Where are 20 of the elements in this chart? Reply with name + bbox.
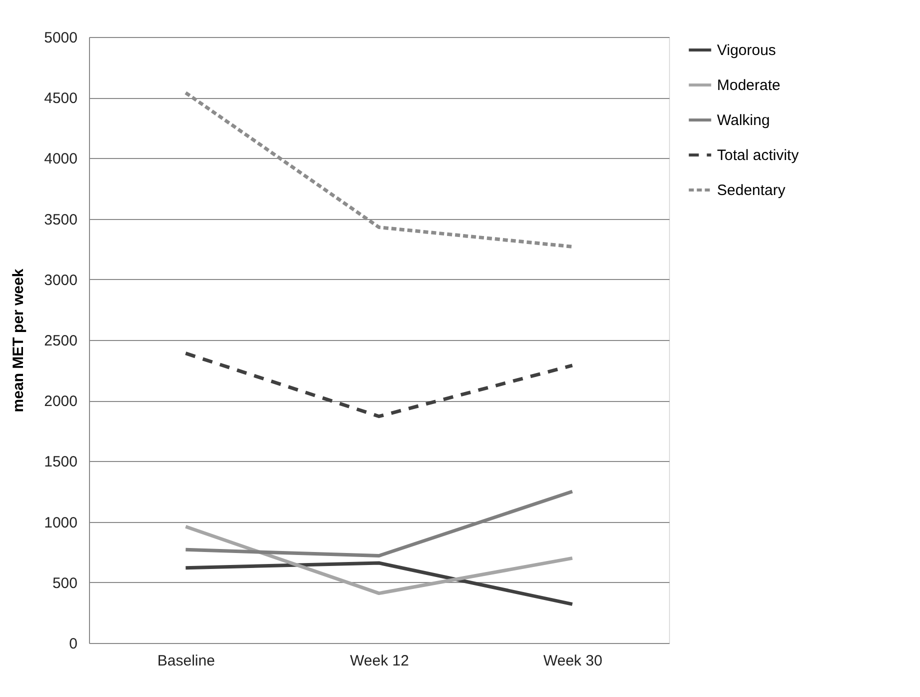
x-tick-label: Baseline xyxy=(157,652,215,670)
y-tick-label: 2500 xyxy=(44,332,78,350)
y-tick-label: 500 xyxy=(52,574,78,592)
x-tick-label: Week 12 xyxy=(350,652,409,670)
legend-label: Moderate xyxy=(717,77,780,94)
y-tick-label: 0 xyxy=(69,636,78,652)
legend-label: Total activity xyxy=(717,147,800,164)
y-tick-label: 4500 xyxy=(44,90,78,108)
y-tick-label: 3500 xyxy=(44,211,78,228)
y-tick-label: 2000 xyxy=(44,393,78,410)
y-tick-label: 3000 xyxy=(44,272,78,289)
y-tick-label: 4000 xyxy=(44,150,78,168)
y-tick-label: 5000 xyxy=(44,30,78,46)
x-tick-label: Week 30 xyxy=(543,652,602,670)
y-tick-label: 1000 xyxy=(44,514,78,532)
legend-label: Vigorous xyxy=(717,42,776,59)
y-axis-title: mean MET per week xyxy=(10,268,28,412)
legend-label: Sedentary xyxy=(717,182,786,199)
legend-label: Walking xyxy=(717,112,770,129)
y-tick-label: 1500 xyxy=(44,454,78,471)
